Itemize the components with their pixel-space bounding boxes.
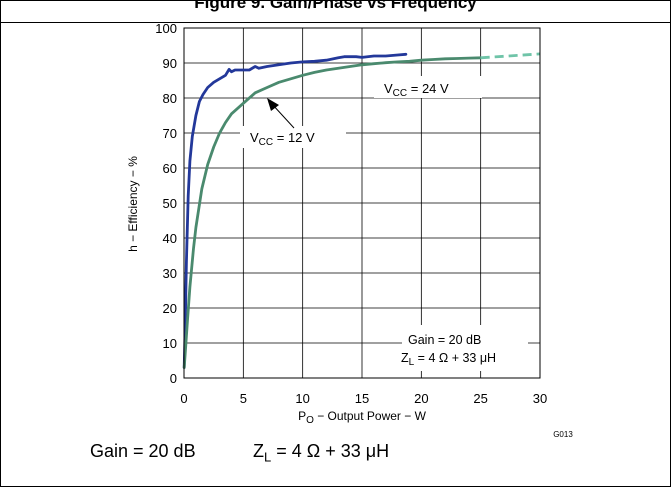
series-line-24v-extrapolated xyxy=(480,52,541,60)
y-tick-label: 70 xyxy=(163,126,177,141)
series-label-12v: VCC = 12 V xyxy=(240,126,346,148)
svg-text:VCC = 12 V: VCC = 12 V xyxy=(250,130,315,148)
figure-title: Figure 9. Gain/Phase vs Frequency xyxy=(194,0,477,12)
y-tick-label: 30 xyxy=(163,266,177,281)
y-tick-label: 40 xyxy=(163,231,177,246)
plot-area-border xyxy=(183,27,541,379)
callout-arrow xyxy=(267,98,295,129)
y-tick-label: 10 xyxy=(163,336,177,351)
x-tick-label: 20 xyxy=(414,391,428,406)
title-bar: Figure 9. Gain/Phase vs Frequency xyxy=(0,0,671,23)
x-tick-label: 5 xyxy=(240,391,247,406)
series-line-24v xyxy=(182,56,483,369)
x-tick-label: 30 xyxy=(533,391,547,406)
y-tick-label: 90 xyxy=(163,56,177,71)
conditions-box: Gain = 20 dB ZL = 4 Ω + 33 μH xyxy=(401,325,528,371)
series-label-24v: VCC = 24 V xyxy=(374,76,482,99)
y-tick-label: 100 xyxy=(155,21,177,36)
y-axis-title: h − Efficiency − % xyxy=(126,156,140,252)
x-tick-label: 15 xyxy=(355,391,369,406)
x-tick-label: 10 xyxy=(295,391,309,406)
x-axis-title: PO − Output Power − W xyxy=(298,409,427,426)
footer-gain: Gain = 20 dB xyxy=(90,441,196,461)
y-tick-label: 20 xyxy=(163,301,177,316)
y-tick-label: 60 xyxy=(163,161,177,176)
svg-text:VCC = 24 V: VCC = 24 V xyxy=(384,81,449,99)
y-tick-label: 0 xyxy=(170,371,177,386)
y-tick-label: 50 xyxy=(163,196,177,211)
y-tick-label: 80 xyxy=(163,91,177,106)
x-tick-label: 0 xyxy=(180,391,187,406)
x-tick-label: 25 xyxy=(473,391,487,406)
footer-load: ZL = 4 Ω + 33 μH xyxy=(253,441,390,465)
svg-text:ZL = 4 Ω + 33 μH: ZL = 4 Ω + 33 μH xyxy=(401,351,496,368)
series xyxy=(182,52,541,369)
figure-id: G013 xyxy=(553,430,573,439)
series-line-12v xyxy=(182,52,408,369)
tick-labels: 0 5 10 15 20 25 30 0 10 20 30 40 50 60 70 80 90 100 xyxy=(155,21,547,406)
svg-text:Gain = 20 dB: Gain = 20 dB xyxy=(408,333,481,347)
